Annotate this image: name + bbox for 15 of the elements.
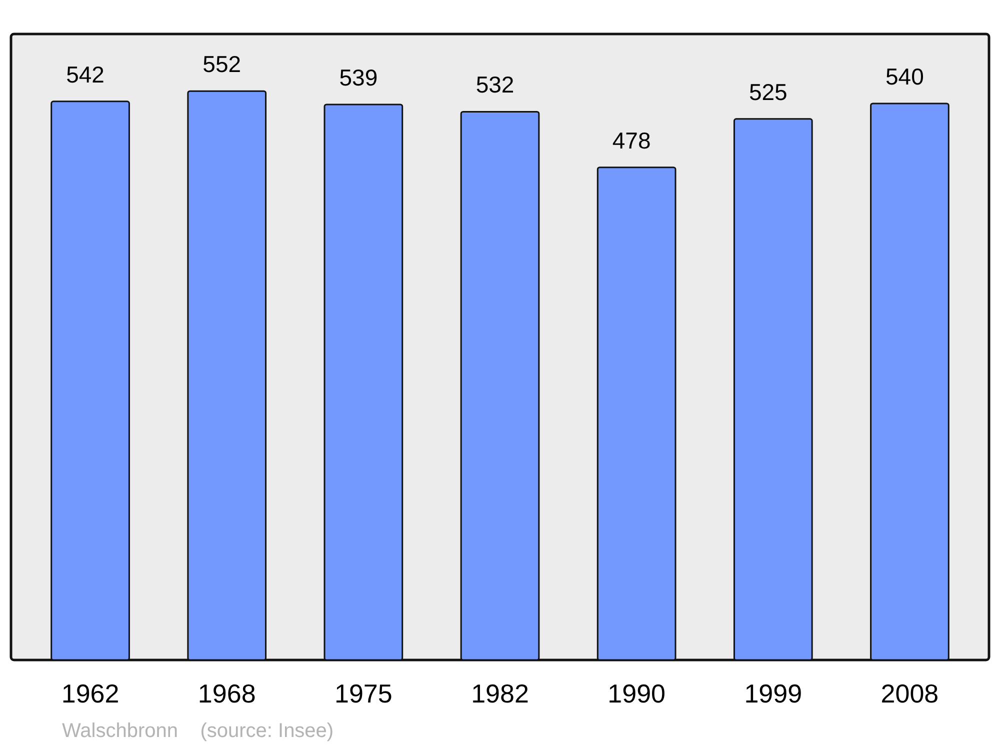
data-label: 542 (66, 61, 104, 88)
text: Walschbronn (source: Insee) (62, 720, 334, 742)
x-tick-label: 2008 (880, 678, 939, 708)
data-label: 478 (612, 127, 651, 154)
x-tick-label: 1975 (334, 678, 392, 708)
x-tick-label: 1982 (471, 678, 529, 708)
x-tick-label: 1990 (608, 678, 666, 708)
data-label: 552 (202, 51, 242, 78)
data-label: 539 (339, 64, 378, 90)
data-label: 532 (476, 72, 514, 98)
data-label: 540 (886, 63, 924, 90)
x-tick-label: 1968 (198, 678, 256, 708)
data-label: 525 (748, 78, 788, 105)
x-tick-label: 1999 (744, 678, 802, 708)
x-tick-label: 1962 (61, 678, 120, 708)
